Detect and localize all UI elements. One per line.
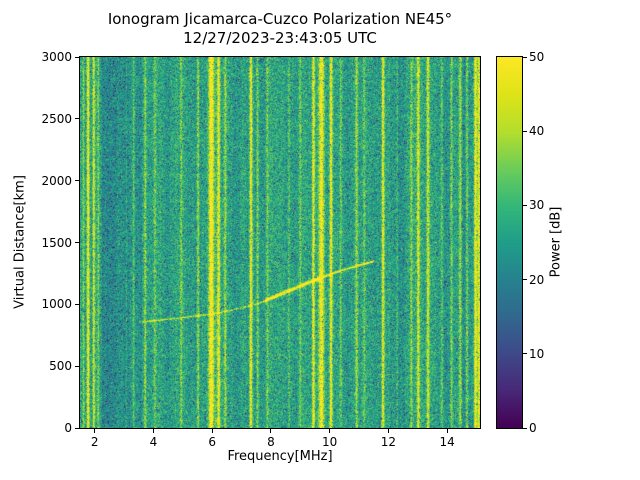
- y-tick-mark: [75, 242, 79, 243]
- y-tick-label: 1000: [32, 296, 72, 312]
- colorbar-tick-mark: [523, 205, 527, 206]
- y-tick-label: 500: [32, 358, 72, 374]
- colorbar-tick-label: 30: [529, 197, 555, 213]
- x-tick-mark: [329, 429, 330, 433]
- x-tick-mark: [94, 429, 95, 433]
- x-tick-label: 12: [373, 434, 403, 450]
- y-tick-mark: [75, 304, 79, 305]
- colorbar-tick-label: 50: [529, 49, 555, 65]
- y-tick-label: 1500: [32, 235, 72, 251]
- x-tick-label: 14: [432, 434, 462, 450]
- x-tick-label: 6: [197, 434, 227, 450]
- x-tick-mark: [447, 429, 448, 433]
- colorbar-tick-mark: [523, 428, 527, 429]
- colorbar-tick-mark: [523, 57, 527, 58]
- colorbar: [497, 57, 522, 428]
- chart-title: Ionogram Jicamarca-Cuzco Polarization NE…: [80, 10, 480, 48]
- y-tick-mark: [75, 118, 79, 119]
- y-tick-label: 2500: [32, 111, 72, 127]
- colorbar-tick-label: 10: [529, 346, 555, 362]
- y-tick-mark: [75, 57, 79, 58]
- colorbar-label: Power [dB]: [549, 207, 564, 278]
- y-tick-mark: [75, 180, 79, 181]
- y-tick-label: 3000: [32, 49, 72, 65]
- colorbar-tick-mark: [523, 353, 527, 354]
- y-axis-label: Virtual Distance[km]: [13, 175, 28, 309]
- x-tick-label: 10: [315, 434, 345, 450]
- y-tick-mark: [75, 428, 79, 429]
- colorbar-tick-label: 0: [529, 420, 555, 436]
- y-tick-label: 0: [32, 420, 72, 436]
- ionogram-figure: Ionogram Jicamarca-Cuzco Polarization NE…: [0, 0, 640, 480]
- y-tick-label: 2000: [32, 173, 72, 189]
- y-tick-mark: [75, 366, 79, 367]
- chart-title-line2: 12/27/2023-23:43:05 UTC: [80, 29, 480, 48]
- colorbar-tick-label: 40: [529, 123, 555, 139]
- x-tick-label: 2: [80, 434, 110, 450]
- ionogram-heatmap: [80, 57, 480, 428]
- x-tick-mark: [153, 429, 154, 433]
- x-axis-label: Frequency[MHz]: [80, 449, 480, 464]
- colorbar-tick-mark: [523, 279, 527, 280]
- x-tick-label: 4: [138, 434, 168, 450]
- x-tick-mark: [270, 429, 271, 433]
- chart-title-line1: Ionogram Jicamarca-Cuzco Polarization NE…: [80, 10, 480, 29]
- x-tick-mark: [388, 429, 389, 433]
- x-tick-label: 8: [256, 434, 286, 450]
- colorbar-tick-mark: [523, 131, 527, 132]
- colorbar-tick-label: 20: [529, 272, 555, 288]
- x-tick-mark: [212, 429, 213, 433]
